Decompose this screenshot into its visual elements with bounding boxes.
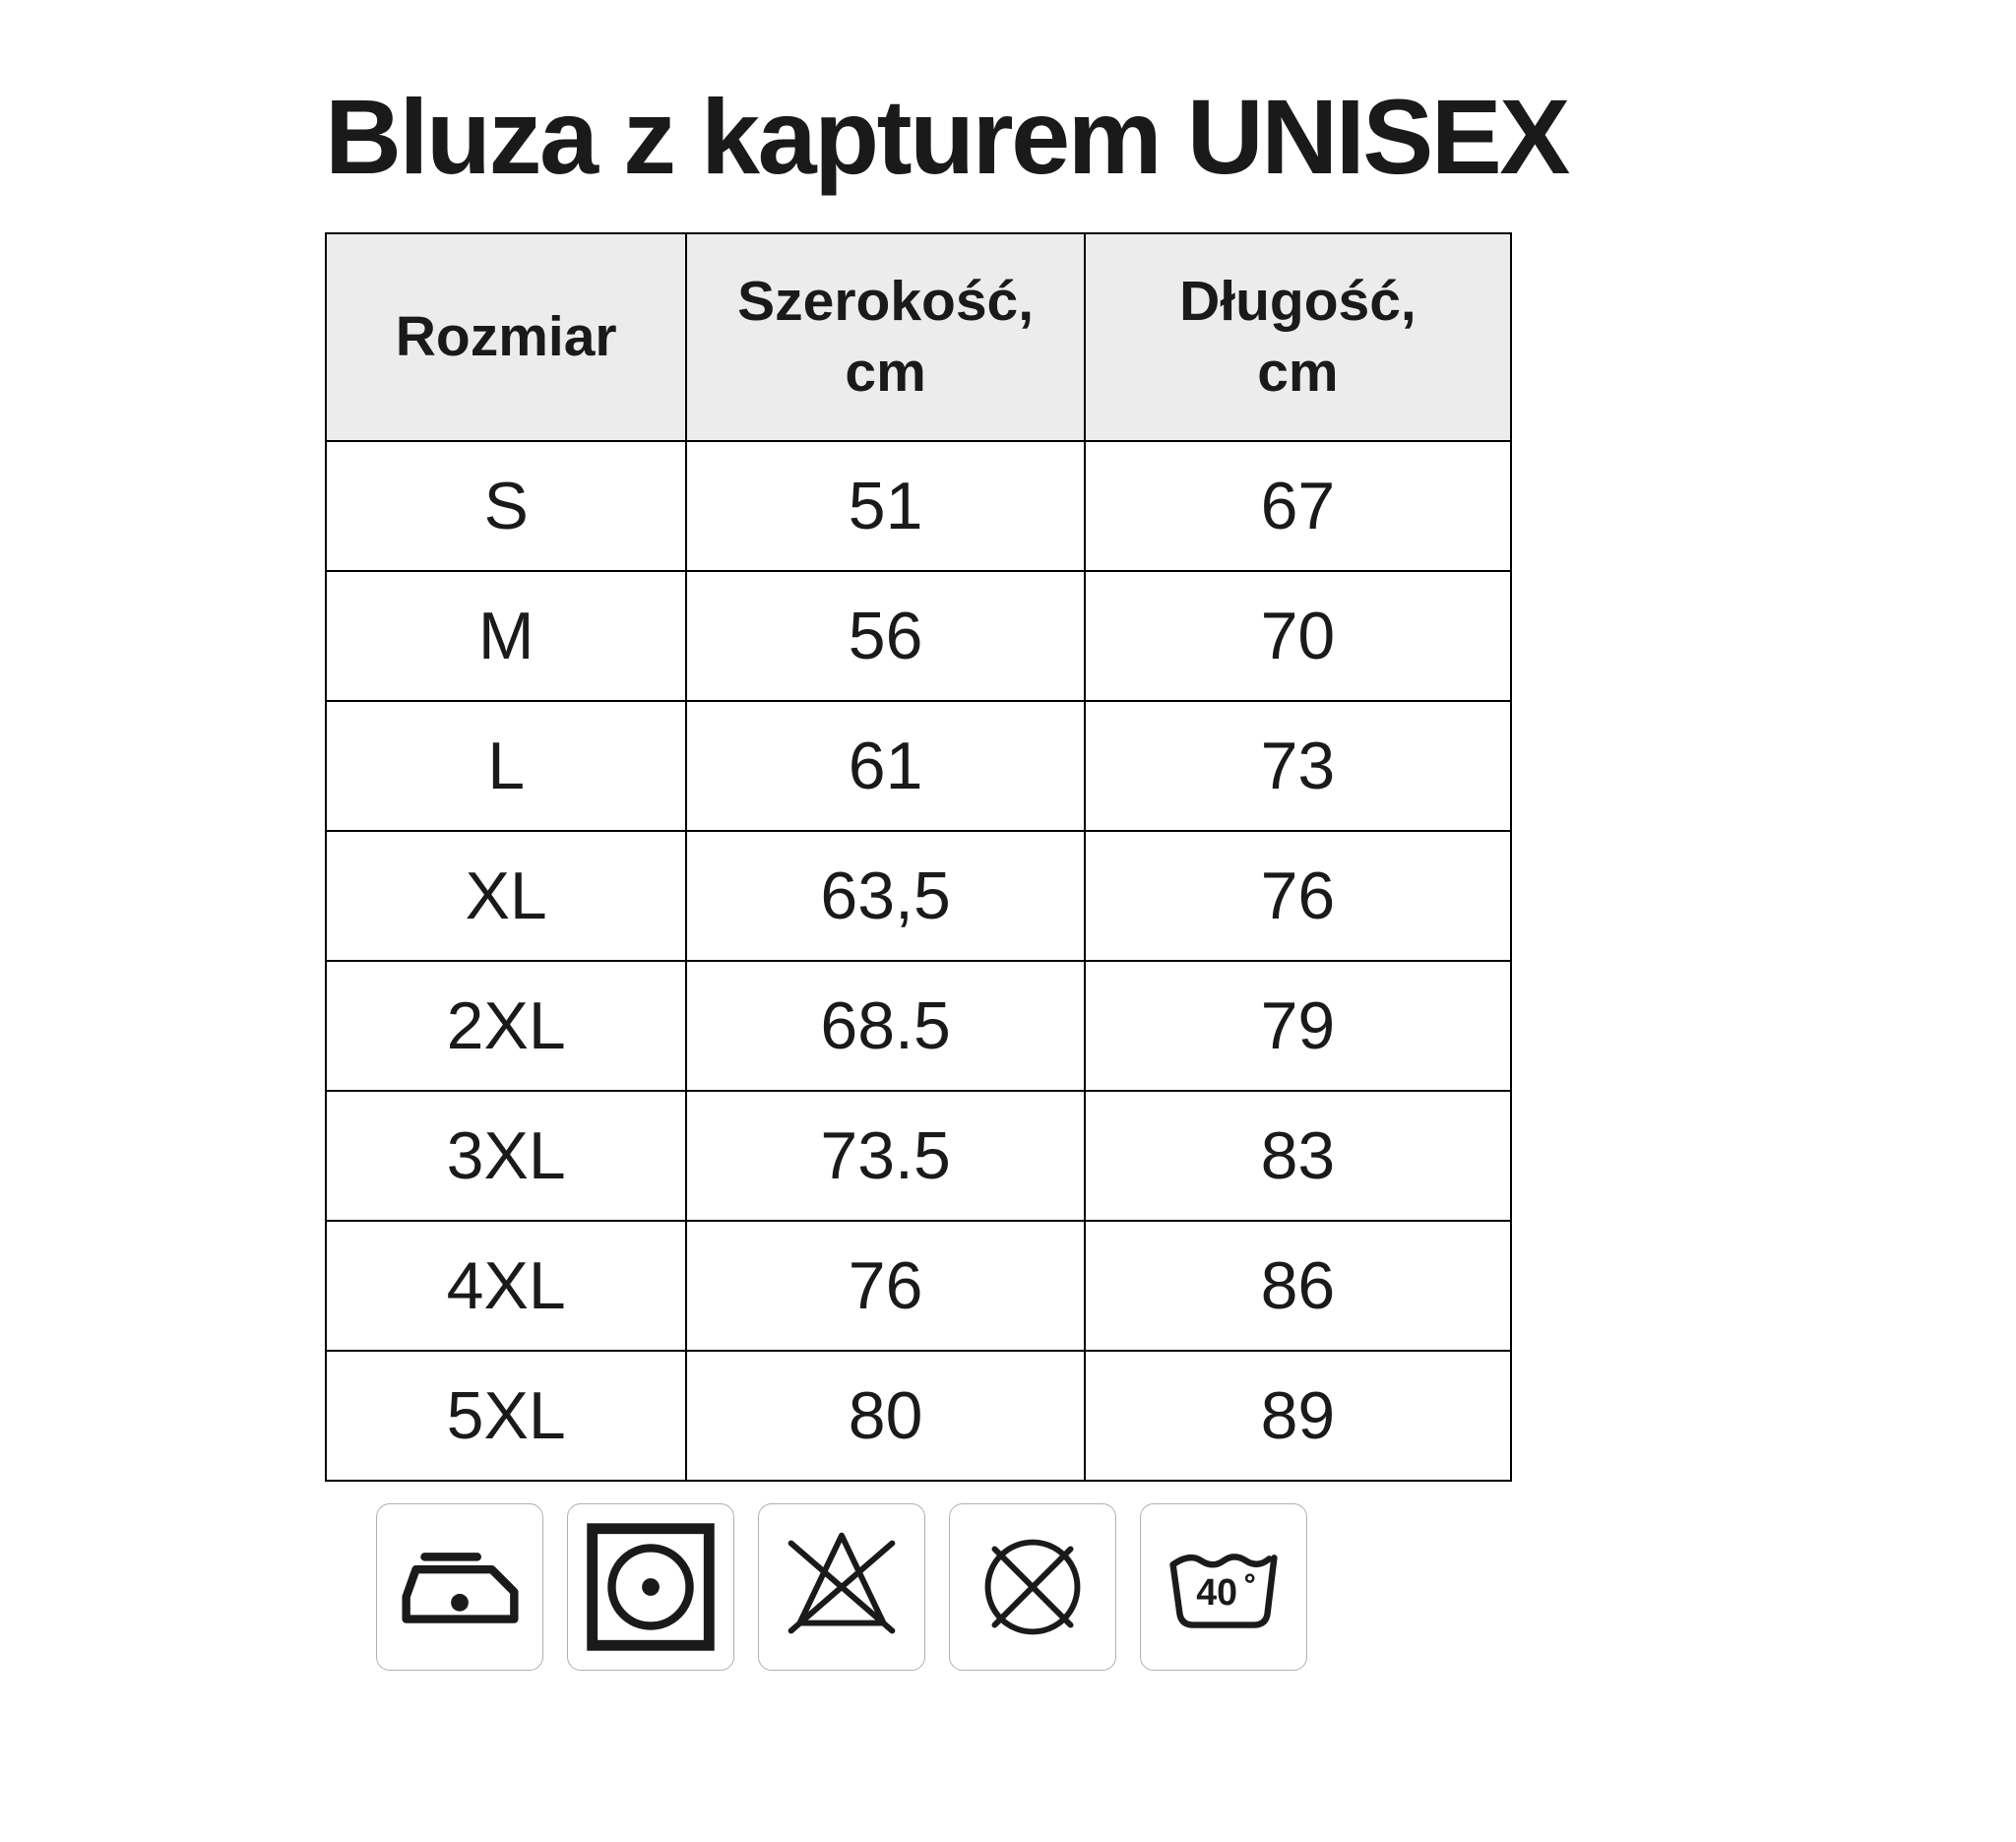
svg-text:40: 40 — [1196, 1571, 1237, 1613]
